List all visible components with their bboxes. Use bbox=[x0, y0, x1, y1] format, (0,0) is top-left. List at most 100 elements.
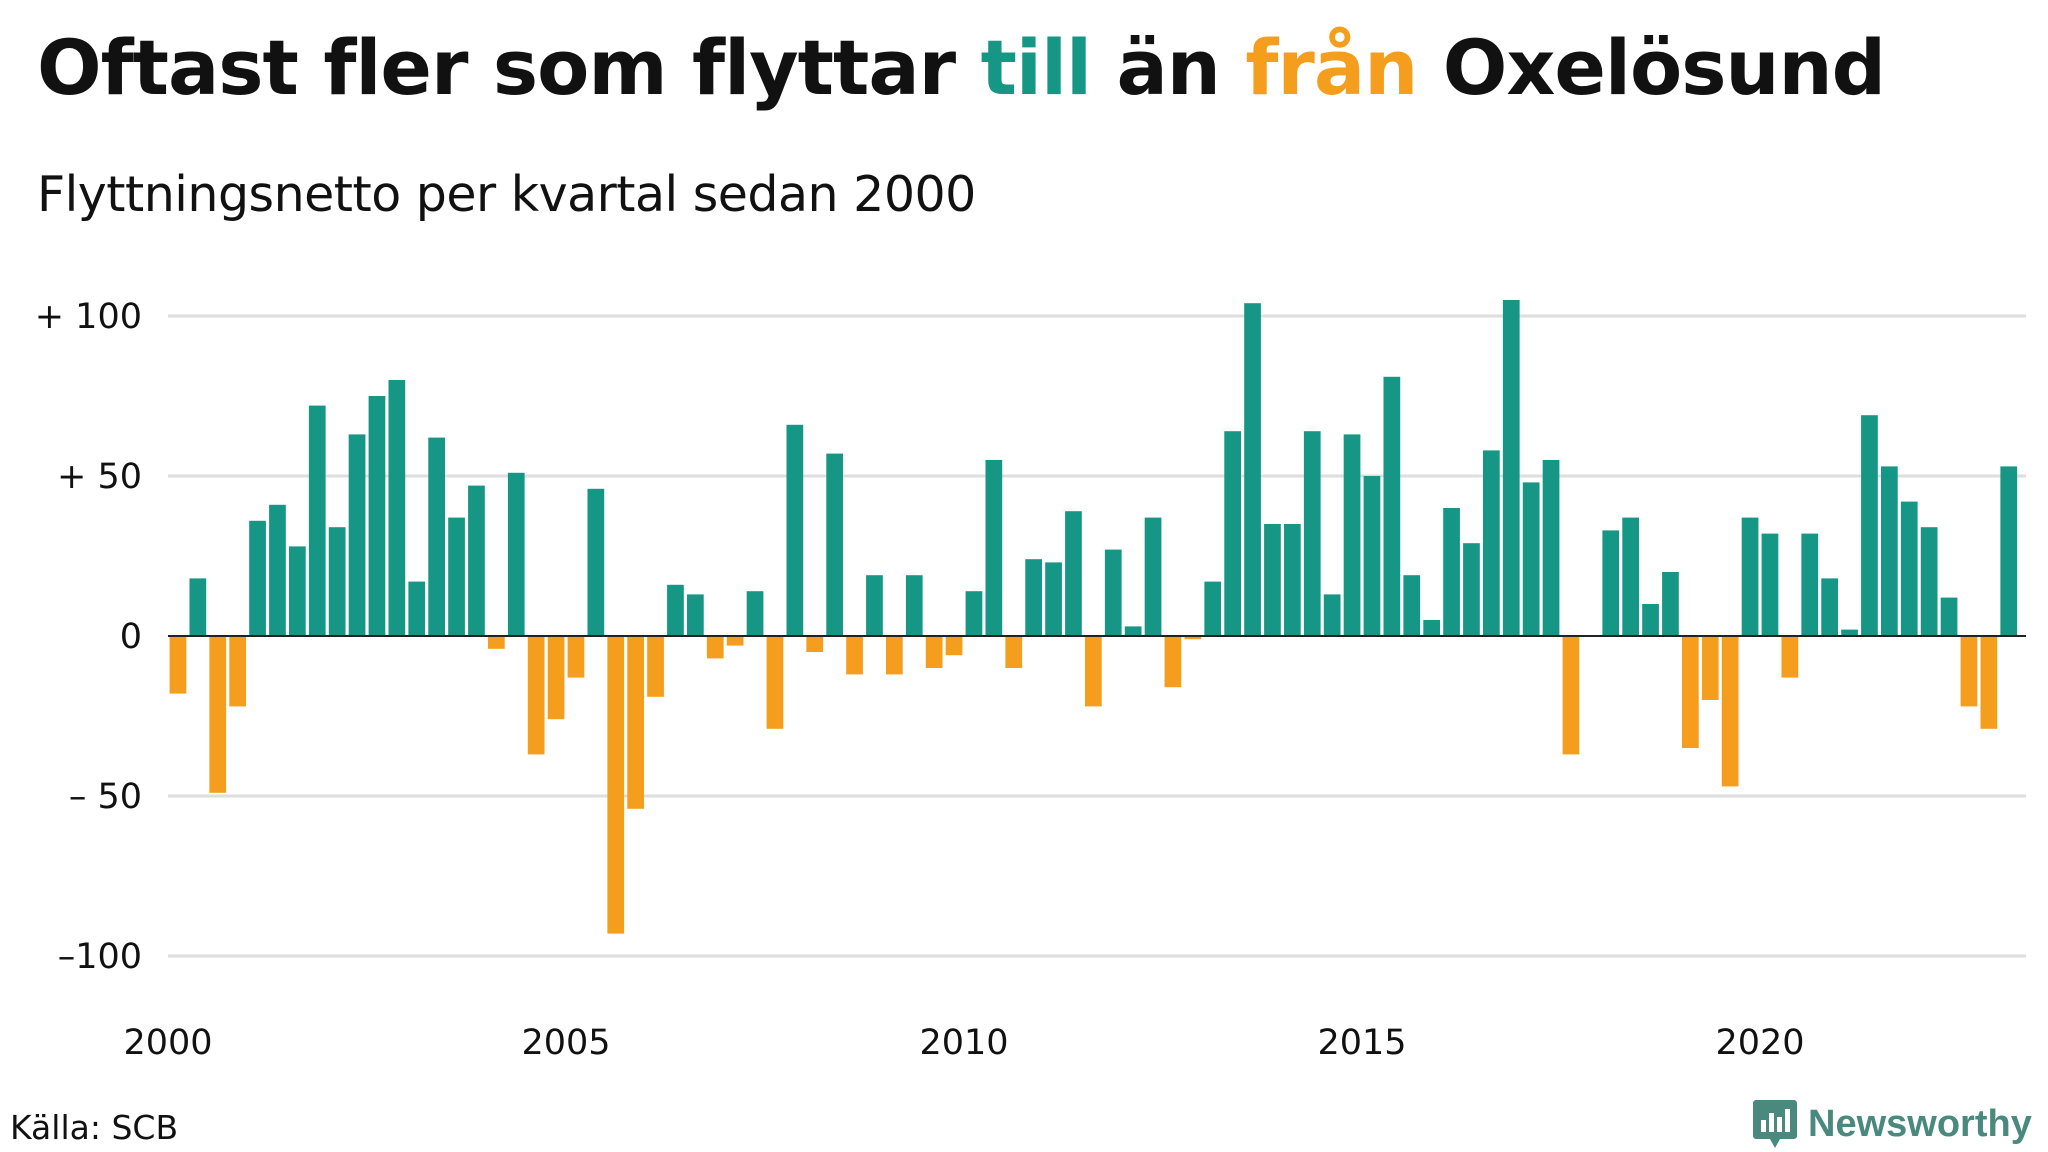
bar bbox=[2000, 466, 2018, 636]
bar bbox=[567, 636, 585, 678]
bar bbox=[1721, 636, 1739, 787]
bar bbox=[507, 472, 525, 636]
title-part-3: än bbox=[1091, 23, 1246, 112]
y-tick-label: + 50 bbox=[57, 457, 142, 497]
bar bbox=[209, 636, 227, 793]
bar bbox=[1383, 376, 1401, 636]
bar bbox=[746, 591, 764, 636]
bar bbox=[1224, 431, 1242, 636]
bar bbox=[1363, 476, 1381, 636]
bar bbox=[1164, 636, 1182, 688]
title-accent-till: till bbox=[980, 23, 1092, 112]
bar bbox=[826, 453, 844, 636]
bar bbox=[945, 636, 963, 656]
bar bbox=[1542, 460, 1560, 636]
bar bbox=[885, 636, 903, 675]
bar bbox=[1861, 415, 1878, 636]
bar bbox=[1343, 434, 1361, 636]
bars bbox=[169, 300, 2018, 934]
bar bbox=[1124, 626, 1142, 636]
bar bbox=[1144, 517, 1162, 636]
bar bbox=[348, 434, 366, 636]
bar bbox=[428, 437, 446, 636]
chart-subtitle: Flyttningsnetto per kvartal sedan 2000 bbox=[37, 166, 976, 223]
gridlines bbox=[168, 314, 2026, 958]
bar bbox=[1005, 636, 1023, 668]
bar bbox=[269, 504, 286, 636]
bar bbox=[1801, 533, 1819, 636]
bar bbox=[547, 636, 565, 720]
bar bbox=[308, 405, 326, 636]
bar bbox=[388, 380, 406, 636]
bar bbox=[985, 460, 1003, 636]
bar bbox=[1522, 482, 1540, 636]
bar bbox=[607, 636, 625, 934]
bar bbox=[249, 520, 266, 636]
bar bbox=[448, 517, 465, 636]
bar bbox=[1562, 636, 1580, 755]
bar bbox=[1681, 636, 1699, 748]
bar bbox=[1900, 501, 1918, 636]
chart-title: Oftast fler som flyttar till än från Oxe… bbox=[37, 18, 1886, 118]
bar bbox=[1204, 581, 1222, 636]
bar bbox=[1960, 636, 1978, 707]
bar bbox=[1423, 620, 1441, 636]
bar bbox=[1025, 559, 1043, 636]
bar bbox=[189, 578, 207, 636]
newsworthy-logo[interactable]: Newsworthy bbox=[1752, 1098, 2032, 1150]
bar bbox=[288, 546, 306, 636]
x-tick-label: 2015 bbox=[1317, 1023, 1406, 1063]
bar bbox=[1940, 597, 1958, 636]
x-tick-label: 2005 bbox=[521, 1023, 610, 1063]
bar bbox=[328, 527, 346, 636]
bar bbox=[527, 636, 545, 755]
bar bbox=[1045, 562, 1062, 636]
bar bbox=[1104, 549, 1122, 636]
bar bbox=[866, 575, 883, 636]
bar bbox=[368, 396, 386, 636]
bar bbox=[1303, 431, 1321, 636]
bar bbox=[1283, 524, 1301, 636]
bar bbox=[1761, 533, 1779, 636]
bar bbox=[169, 636, 187, 694]
bar bbox=[726, 636, 744, 646]
bar bbox=[1662, 572, 1679, 636]
bar bbox=[587, 488, 605, 636]
y-tick-label: 0 bbox=[120, 617, 142, 657]
bar bbox=[1880, 466, 1898, 636]
source-note: Källa: SCB bbox=[10, 1108, 179, 1147]
bar bbox=[487, 636, 505, 649]
bar bbox=[1821, 578, 1839, 636]
bar bbox=[1701, 636, 1719, 700]
bar bbox=[965, 591, 983, 636]
y-tick-label: –100 bbox=[58, 937, 142, 977]
bar bbox=[1463, 543, 1480, 636]
title-part-1: Oftast fler som flyttar bbox=[37, 23, 981, 112]
bar bbox=[1841, 629, 1858, 636]
bar bbox=[1084, 636, 1102, 707]
bar bbox=[1184, 636, 1202, 640]
bar bbox=[806, 636, 824, 652]
newsworthy-logo-icon bbox=[1753, 1100, 1797, 1148]
bar bbox=[1065, 511, 1082, 636]
bar bbox=[786, 424, 804, 636]
bar bbox=[1323, 594, 1341, 636]
title-part-5: Oxelösund bbox=[1417, 23, 1886, 112]
bar bbox=[1622, 517, 1640, 636]
bar bbox=[1482, 450, 1500, 636]
bar bbox=[1602, 530, 1620, 636]
bar bbox=[647, 636, 664, 697]
title-accent-fran: från bbox=[1245, 23, 1418, 112]
bar bbox=[229, 636, 247, 707]
bar bbox=[667, 584, 684, 636]
bar bbox=[1403, 575, 1421, 636]
bar bbox=[1502, 300, 1520, 636]
bar bbox=[1781, 636, 1799, 678]
bar bbox=[706, 636, 724, 659]
x-axis-labels: 2000 2005 2010 2015 2020 bbox=[123, 1023, 1804, 1063]
bar bbox=[846, 636, 863, 675]
y-axis-labels: + 100 + 50 0 – 50 –100 bbox=[35, 297, 142, 977]
y-tick-label: + 100 bbox=[35, 297, 142, 337]
logo-text: Newsworthy bbox=[1808, 1102, 2032, 1145]
bar bbox=[1920, 527, 1938, 636]
